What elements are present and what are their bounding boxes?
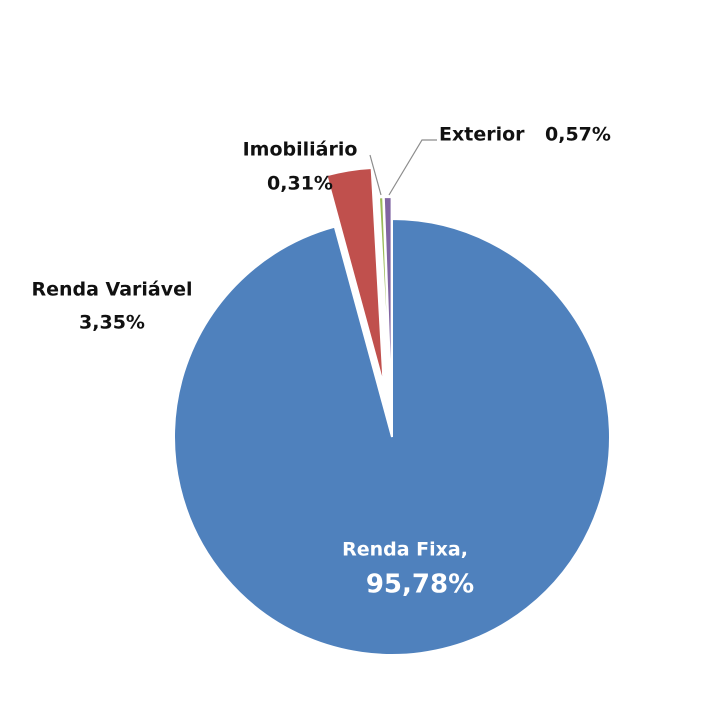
category-label: Renda Fixa, — [342, 539, 468, 561]
category-label: Imobiliário — [243, 139, 358, 161]
value-label: 0,31% — [267, 173, 333, 195]
leader-line — [388, 139, 437, 196]
value-label: 0,57% — [545, 124, 611, 146]
value-label: 95,78% — [366, 570, 474, 600]
pie-slice — [382, 196, 393, 416]
category-label: Renda Variável — [31, 279, 192, 301]
value-label: 3,35% — [79, 312, 145, 334]
category-label: Exterior — [439, 124, 525, 146]
leader-line — [369, 154, 382, 196]
pie-slice — [325, 166, 385, 386]
pie-slice — [173, 217, 611, 656]
